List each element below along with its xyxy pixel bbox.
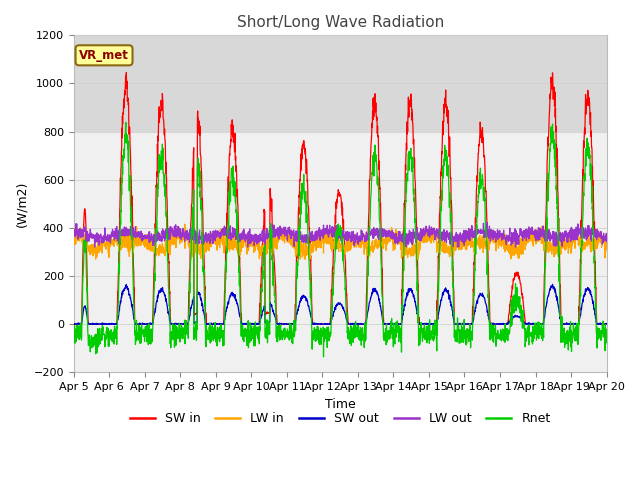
LW out [495, 235, 503, 240]
SW out [556, 316, 564, 322]
SW out [603, 321, 611, 327]
Bar [74, 132, 607, 372]
LW out [556, 231, 564, 237]
Rnet [556, 313, 564, 319]
LW in [356, 244, 364, 250]
SW out [70, 321, 78, 327]
Rnet [122, 120, 130, 125]
Text: VR_met: VR_met [79, 49, 129, 62]
SW out [356, 321, 364, 327]
SW in [70, 321, 77, 327]
SW in [219, 321, 227, 327]
SW in [356, 321, 364, 327]
LW in [571, 233, 579, 239]
Y-axis label: (W/m2): (W/m2) [15, 180, 28, 227]
Line: LW in: LW in [74, 224, 607, 259]
Line: SW in: SW in [74, 72, 607, 324]
SW out [571, 321, 579, 326]
Rnet [70, 331, 77, 336]
LW out [91, 244, 99, 250]
Rnet [319, 354, 327, 360]
LW in [92, 256, 100, 262]
Title: Short/Long Wave Radiation: Short/Long Wave Radiation [237, 15, 444, 30]
Rnet [495, 332, 503, 337]
LW out [356, 239, 364, 244]
LW in [181, 221, 189, 227]
LW out [483, 220, 491, 226]
SW in [571, 321, 579, 327]
Rnet [219, 332, 227, 337]
Rnet [571, 326, 579, 332]
Line: SW out: SW out [74, 284, 607, 324]
LW in [556, 251, 564, 256]
Bar [74, 36, 607, 132]
SW out [219, 321, 227, 327]
LW out [571, 234, 579, 240]
LW in [495, 240, 503, 246]
LW in [367, 242, 375, 248]
SW in [122, 70, 130, 75]
Rnet [356, 337, 364, 343]
SW in [556, 266, 563, 272]
SW in [367, 140, 375, 145]
SW in [603, 321, 611, 327]
LW out [367, 228, 375, 234]
LW out [219, 230, 227, 236]
LW out [70, 233, 77, 239]
SW out [495, 321, 503, 327]
Rnet [367, 181, 375, 187]
Rnet [603, 332, 611, 338]
X-axis label: Time: Time [324, 397, 356, 410]
Line: LW out: LW out [74, 223, 607, 247]
SW out [70, 321, 77, 327]
SW in [495, 321, 503, 327]
SW out [548, 281, 556, 287]
Line: Rnet: Rnet [74, 122, 607, 357]
LW in [603, 245, 611, 251]
LW out [603, 239, 611, 245]
LW in [219, 239, 227, 245]
SW out [367, 293, 375, 299]
Legend: SW in, LW in, SW out, LW out, Rnet: SW in, LW in, SW out, LW out, Rnet [125, 407, 556, 430]
LW in [70, 237, 77, 243]
